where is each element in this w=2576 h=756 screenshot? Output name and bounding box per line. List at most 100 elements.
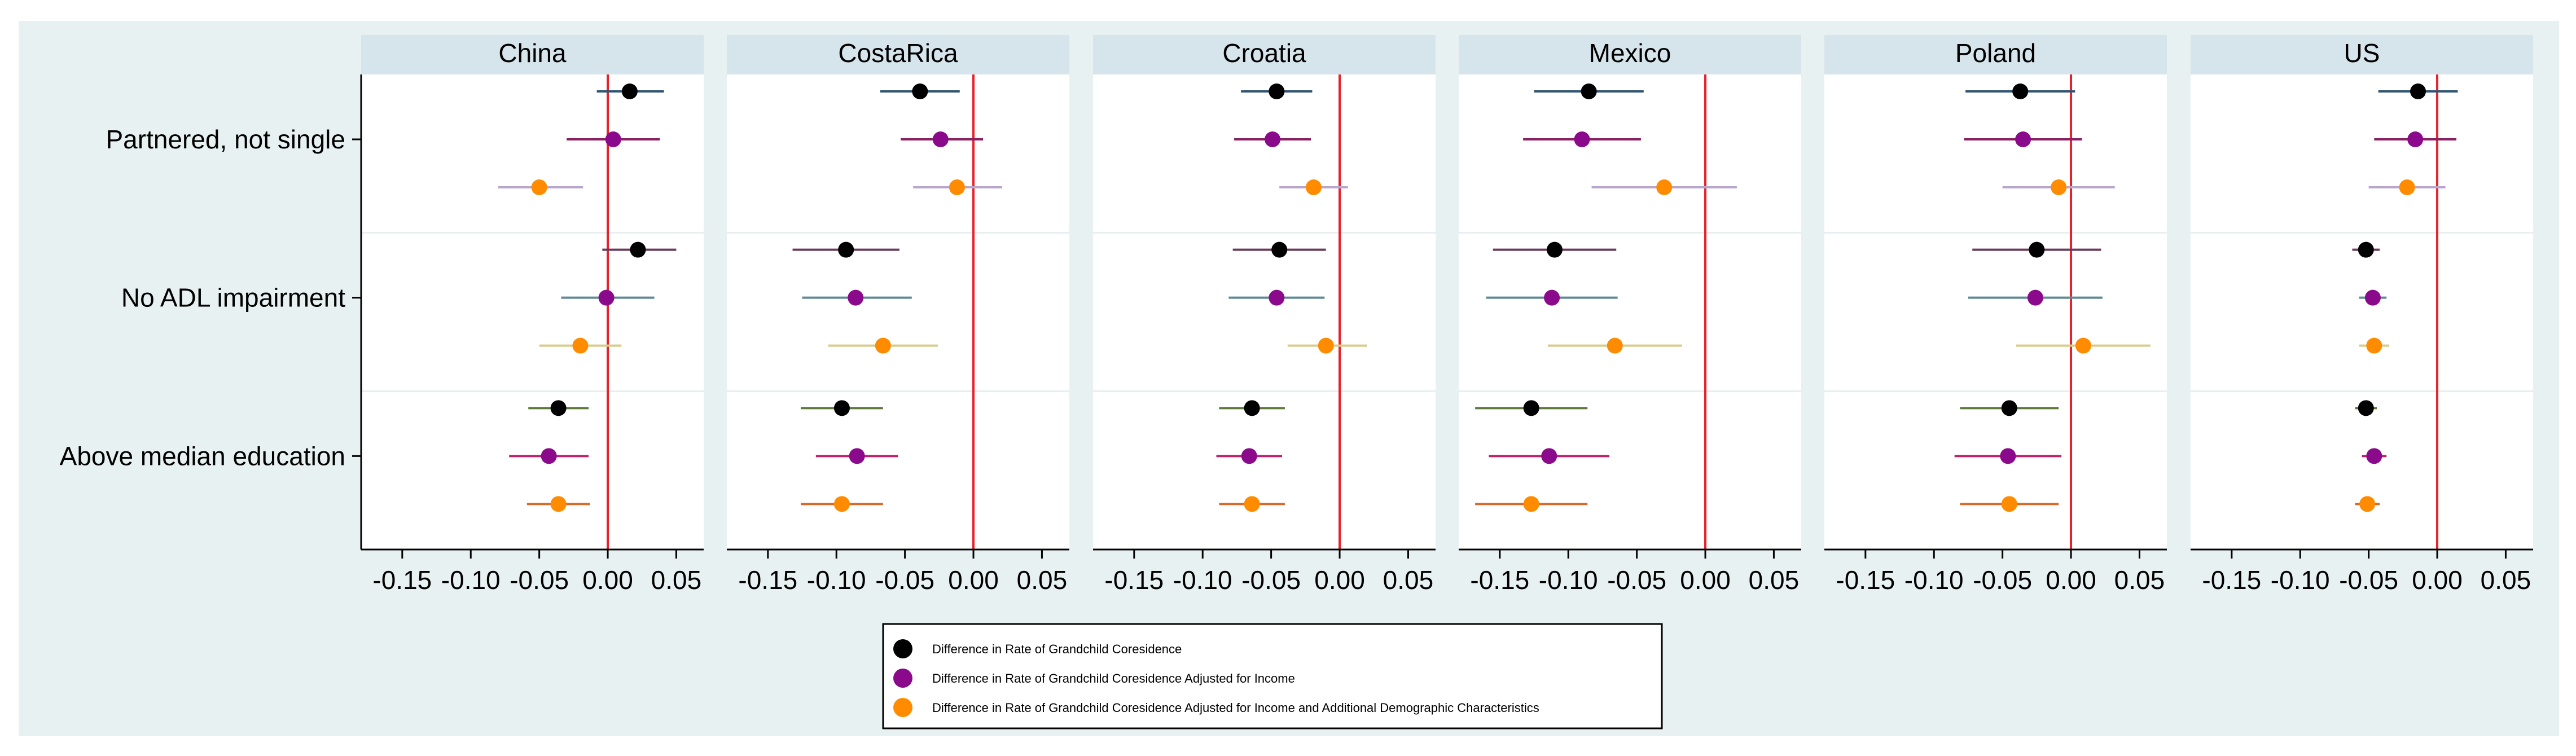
point-marker (912, 83, 928, 99)
x-tick-label: 0.00 (1314, 565, 1365, 595)
x-tick-label: -0.10 (2271, 565, 2330, 595)
point-marker (1546, 241, 1563, 258)
point-marker (2399, 179, 2415, 195)
point-marker (2358, 400, 2374, 416)
point-marker (572, 337, 589, 354)
point-marker (1541, 448, 1557, 464)
legend-box (882, 623, 1663, 729)
panel-strip (1459, 35, 1801, 74)
panel-strip (1093, 35, 1436, 74)
point-marker (1244, 400, 1260, 416)
panel-area (361, 74, 704, 550)
panel-croatia: Croatia -0.15 -0.10 -0.05 0.00 0.05 (1093, 35, 1436, 595)
y-group-label: Above median education (60, 441, 345, 471)
legend: Difference in Rate of Grandchild Coresid… (882, 623, 1663, 729)
x-tick-label: 0.00 (2046, 565, 2096, 595)
x-tick-label: -0.15 (372, 565, 432, 595)
panel-strip (1824, 35, 2167, 74)
panel-area (2191, 74, 2533, 550)
point-marker (2015, 131, 2031, 147)
x-tick-label: -0.05 (1973, 565, 2032, 595)
panel-area (1093, 74, 1436, 550)
legend-marker (893, 639, 912, 658)
point-marker (630, 241, 646, 258)
panel-strip (727, 35, 1069, 74)
x-tick-label: 0.05 (1017, 565, 1068, 595)
panel-area (1459, 74, 1801, 550)
panel-costarica: CostaRica -0.15 -0.10 -0.05 0.00 0.05 (727, 35, 1069, 595)
point-marker (1265, 131, 1281, 147)
point-marker (932, 131, 949, 147)
point-marker (2366, 448, 2382, 464)
point-marker (1269, 83, 1285, 99)
x-tick-label: -0.10 (1173, 565, 1232, 595)
x-tick-label: 0.05 (2481, 565, 2531, 595)
point-marker (531, 179, 547, 195)
x-tick-label: -0.10 (441, 565, 501, 595)
point-marker (2358, 241, 2374, 258)
point-marker (1241, 448, 1257, 464)
point-marker (2012, 83, 2029, 99)
panel-title: Croatia (1222, 38, 1306, 68)
point-marker (2000, 448, 2016, 464)
x-tick-label: -0.15 (2202, 565, 2261, 595)
point-marker (605, 131, 621, 147)
x-tick-label: -0.05 (875, 565, 934, 595)
legend-marker (893, 669, 912, 688)
point-marker (1318, 337, 1334, 354)
point-marker (833, 400, 850, 416)
x-tick-label: -0.10 (807, 565, 866, 595)
x-tick-label: 0.00 (1680, 565, 1731, 595)
legend-label: Difference in Rate of Grandchild Coresid… (932, 701, 1539, 715)
panel-area (727, 74, 1069, 550)
point-marker (598, 289, 615, 306)
x-tick-label: 0.05 (651, 565, 702, 595)
legend-marker (893, 698, 912, 717)
y-axis: Partnered, not single No ADL impairment Ab… (60, 74, 362, 550)
point-marker (541, 448, 557, 464)
point-marker (2027, 289, 2043, 306)
point-marker (833, 496, 850, 512)
point-marker (1574, 131, 1590, 147)
x-tick-label: -0.15 (1836, 565, 1895, 595)
point-marker (1523, 400, 1539, 416)
point-marker (1305, 179, 1322, 195)
panel-poland: Poland -0.15 -0.10 -0.05 0.00 0.05 (1824, 35, 2167, 595)
panel-title: China (498, 38, 567, 68)
point-marker (2407, 131, 2424, 147)
panel-us: US -0.15 -0.10 -0.05 0.00 0.05 (2191, 35, 2533, 595)
point-marker (2001, 400, 2017, 416)
point-marker (2366, 337, 2382, 354)
x-tick-label: 0.00 (2412, 565, 2463, 595)
panel-strip (361, 35, 704, 74)
point-marker (1271, 241, 1288, 258)
point-marker (849, 448, 865, 464)
point-marker (2075, 337, 2091, 354)
point-marker (550, 496, 567, 512)
point-marker (2359, 496, 2376, 512)
x-tick-label: -0.05 (510, 565, 569, 595)
point-marker (550, 400, 567, 416)
y-group-label: No ADL impairment (121, 283, 345, 313)
point-marker (2001, 496, 2017, 512)
legend-label: Difference in Rate of Grandchild Coresid… (932, 671, 1295, 685)
point-marker (838, 241, 854, 258)
panel-title: Mexico (1589, 38, 1671, 68)
point-marker (1656, 179, 1673, 195)
x-tick-label: -0.05 (1607, 565, 1666, 595)
x-tick-label: 0.05 (1383, 565, 1434, 595)
point-marker (2410, 83, 2426, 99)
y-group-label: Partnered, not single (106, 125, 346, 154)
panel-title: Poland (1955, 38, 2036, 68)
x-tick-label: 0.05 (1749, 565, 1800, 595)
x-tick-label: -0.15 (738, 565, 797, 595)
x-tick-label: 0.00 (582, 565, 633, 595)
x-tick-label: -0.15 (1104, 565, 1164, 595)
point-marker (1607, 337, 1623, 354)
panel-title: US (2344, 38, 2380, 68)
point-marker (2051, 179, 2067, 195)
point-marker (1269, 289, 1285, 306)
point-marker (848, 289, 864, 306)
point-marker (875, 337, 891, 354)
panel-china: China -0.15 -0.10 -0.05 0.00 0.05 (361, 35, 704, 595)
